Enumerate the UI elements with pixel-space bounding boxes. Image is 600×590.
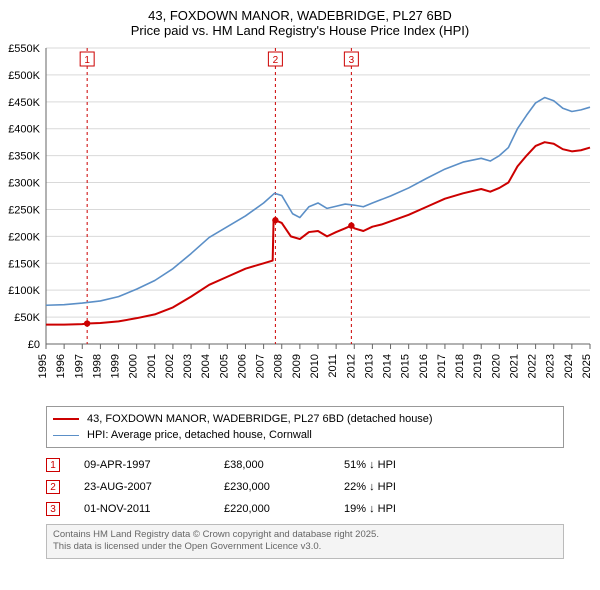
y-tick-label: £500K	[8, 70, 40, 82]
y-tick-label: £300K	[8, 178, 40, 190]
chart-container: 43, FOXDOWN MANOR, WADEBRIDGE, PL27 6BD …	[0, 0, 600, 590]
marker-date: 23-AUG-2007	[84, 481, 224, 493]
footer: Contains HM Land Registry data © Crown c…	[46, 524, 564, 559]
legend: 43, FOXDOWN MANOR, WADEBRIDGE, PL27 6BD …	[46, 406, 564, 448]
title-line1: 43, FOXDOWN MANOR, WADEBRIDGE, PL27 6BD	[10, 8, 590, 23]
marker-price: £38,000	[224, 459, 344, 471]
sale-dot	[348, 222, 354, 228]
x-tick-label: 1996	[55, 354, 67, 378]
chart-svg: £0 £50K £100K £150K £200K £250K £300K £350K £400…	[0, 42, 600, 402]
legend-row: HPI: Average price, detached house, Corn…	[53, 427, 557, 443]
marker-label: 3	[349, 55, 355, 66]
y-tick-label: £450K	[8, 97, 40, 109]
x-tick-label: 2016	[418, 354, 430, 378]
chart-area: £0 £50K £100K £150K £200K £250K £300K £350K £400…	[0, 42, 600, 402]
x-tick-label: 2013	[363, 354, 375, 378]
legend-swatch	[53, 418, 79, 420]
marker-num: 1	[46, 458, 60, 472]
footer-line2: This data is licensed under the Open Gov…	[53, 541, 557, 553]
marker-label: 1	[84, 55, 90, 66]
legend-swatch	[53, 435, 79, 436]
x-tick-label: 2018	[454, 354, 466, 378]
x-tick-label: 2002	[164, 354, 176, 378]
x-tick-label: 2007	[255, 354, 267, 378]
marker-price: £230,000	[224, 481, 344, 493]
x-tick-label: 1997	[73, 354, 85, 378]
sale-dot	[272, 217, 278, 223]
marker-table-row: 1 09-APR-1997£38,00051% ↓ HPI	[46, 454, 564, 476]
y-tick-label: £250K	[8, 204, 40, 216]
x-tick-label: 2003	[182, 354, 194, 378]
x-tick-label: 1995	[37, 354, 49, 378]
marker-diff: 51% ↓ HPI	[344, 459, 464, 471]
x-tick-label: 2024	[563, 354, 575, 378]
x-tick-label: 2023	[545, 354, 557, 378]
marker-date: 09-APR-1997	[84, 459, 224, 471]
x-tick-label: 2010	[309, 354, 321, 378]
markers-table: 1 09-APR-1997£38,00051% ↓ HPI 2 23-AUG-2007…	[46, 454, 564, 520]
marker-table-row: 3 01-NOV-2011£220,00019% ↓ HPI	[46, 498, 564, 520]
marker-date: 01-NOV-2011	[84, 503, 224, 515]
marker-num: 3	[46, 502, 60, 516]
x-tick-label: 2025	[581, 354, 593, 378]
marker-table-row: 2 23-AUG-2007£230,00022% ↓ HPI	[46, 476, 564, 498]
y-tick-label: £0	[28, 339, 40, 351]
y-tick-label: £400K	[8, 124, 40, 136]
x-tick-label: 2014	[382, 354, 394, 378]
x-tick-label: 2008	[273, 354, 285, 378]
legend-row: 43, FOXDOWN MANOR, WADEBRIDGE, PL27 6BD …	[53, 411, 557, 427]
x-tick-label: 2022	[527, 354, 539, 378]
legend-label: 43, FOXDOWN MANOR, WADEBRIDGE, PL27 6BD …	[87, 413, 433, 425]
legend-label: HPI: Average price, detached house, Corn…	[87, 429, 312, 441]
x-tick-label: 2001	[146, 354, 158, 378]
x-tick-label: 2005	[218, 354, 230, 378]
y-tick-label: £550K	[8, 43, 40, 55]
y-tick-label: £150K	[8, 258, 40, 270]
marker-diff: 22% ↓ HPI	[344, 481, 464, 493]
sale-dot	[84, 320, 90, 326]
y-tick-label: £100K	[8, 285, 40, 297]
x-tick-label: 2019	[472, 354, 484, 378]
x-tick-label: 2000	[128, 354, 140, 378]
x-tick-label: 2015	[400, 354, 412, 378]
x-tick-label: 2017	[436, 354, 448, 378]
x-tick-label: 2020	[490, 354, 502, 378]
x-tick-label: 2009	[291, 354, 303, 378]
title-line2: Price paid vs. HM Land Registry's House …	[10, 23, 590, 38]
x-tick-label: 2006	[236, 354, 248, 378]
x-tick-label: 2011	[327, 354, 339, 378]
marker-label: 2	[273, 55, 279, 66]
marker-diff: 19% ↓ HPI	[344, 503, 464, 515]
y-tick-label: £200K	[8, 231, 40, 243]
footer-line1: Contains HM Land Registry data © Crown c…	[53, 529, 557, 541]
title-block: 43, FOXDOWN MANOR, WADEBRIDGE, PL27 6BD …	[0, 0, 600, 42]
y-tick-label: £350K	[8, 151, 40, 163]
x-tick-label: 2004	[200, 354, 212, 378]
marker-price: £220,000	[224, 503, 344, 515]
x-tick-label: 1999	[110, 354, 122, 378]
x-tick-label: 2021	[508, 354, 520, 378]
y-tick-label: £50K	[14, 312, 40, 324]
x-tick-label: 1998	[91, 354, 103, 378]
x-tick-label: 2012	[345, 354, 357, 378]
marker-num: 2	[46, 480, 60, 494]
